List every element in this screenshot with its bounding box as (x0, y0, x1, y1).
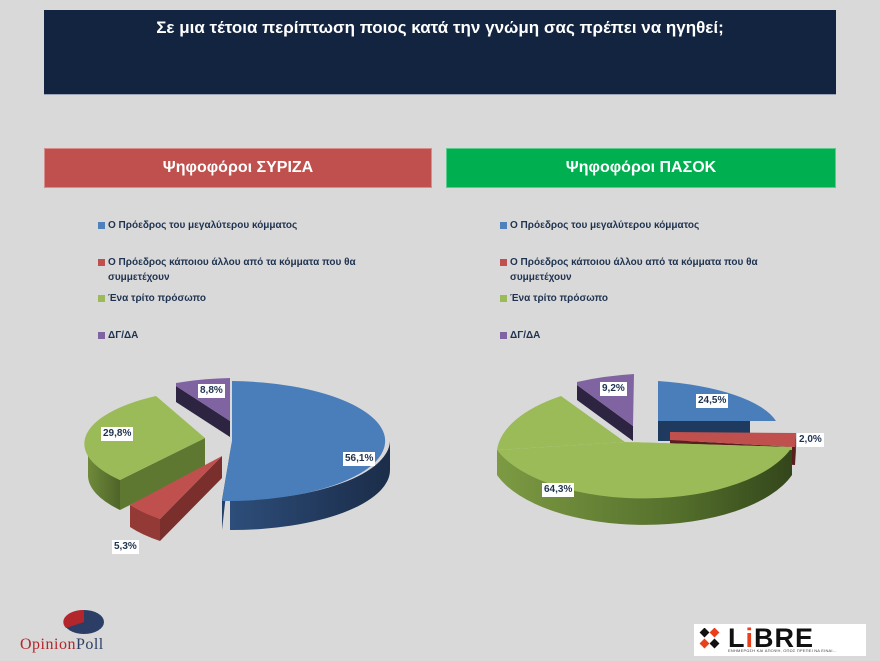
libre-wordmark: LiBRE (728, 623, 814, 654)
data-label-syriza-blue: 56,1% (343, 452, 376, 466)
panel-title-pasok: Ψηφοφόροι ΠΑΣΟΚ (565, 159, 717, 176)
panel-header-pasok: Ψηφοφόροι ΠΑΣΟΚ (446, 148, 836, 188)
logo-text-part: Poll (75, 636, 104, 653)
legend-swatch-red (500, 259, 507, 266)
legend-swatch-purple (98, 332, 105, 339)
panel-title-syriza: Ψηφοφόροι ΣΥΡΙΖΑ (162, 159, 314, 176)
legend-swatch-blue (98, 222, 105, 229)
slice-green (497, 396, 792, 525)
legend-swatch-purple (500, 332, 507, 339)
data-label-syriza-red: 5,3% (112, 540, 139, 554)
legend-item-other-party-leader: Ο Πρόεδρος κάποιου άλλου από τα κόμματα … (500, 255, 800, 285)
logo-text-part: L (728, 623, 746, 653)
logo-text-part: BRE (754, 623, 815, 653)
libre-logo: LiBRE ΕΝΗΜΕΡΩΣΗ ΚΑΙ ΑΠΟΨΗ, ΟΠΩΣ ΠΡΕΠΕΙ Ν… (694, 623, 866, 656)
legend-label: Ένα τρίτο πρόσωπο (510, 293, 608, 304)
legend-label: Ο Πρόεδρος του μεγαλύτερου κόμματος (510, 220, 700, 231)
data-label-pasok-blue: 24,5% (696, 394, 729, 408)
legend-label: ΔΓ/ΔΑ (510, 330, 541, 341)
pie-chart-pasok (497, 374, 796, 525)
legend-label: Ο Πρόεδρος κάποιου άλλου από τα κόμματα … (108, 257, 356, 283)
legend-item-largest-party-leader: Ο Πρόεδρος του μεγαλύτερου κόμματος (98, 218, 297, 233)
data-label-pasok-red: 2,0% (797, 433, 824, 447)
slice-green (84, 396, 205, 510)
logo-text-part: i (745, 623, 755, 653)
opinion-poll-logo-text: OpinionPoll (20, 636, 104, 654)
question-title: Σε μια τέτοια περίπτωση ποιος κατά την γ… (44, 10, 836, 94)
libre-logo-icon (699, 628, 720, 649)
libre-tagline: ΕΝΗΜΕΡΩΣΗ ΚΑΙ ΑΠΟΨΗ, ΟΠΩΣ ΠΡΕΠΕΙ ΝΑ ΕΙΝΑ… (728, 648, 837, 653)
opinion-poll-logo-icon (63, 609, 104, 634)
legend-label: Ένα τρίτο πρόσωπο (108, 293, 206, 304)
legend-label: Ο Πρόεδρος κάποιου άλλου από τα κόμματα … (510, 257, 758, 283)
panel-header-syriza: Ψηφοφόροι ΣΥΡΙΖΑ (44, 148, 432, 188)
data-label-pasok-green: 64,3% (542, 483, 575, 497)
legend-item-dk-na: ΔΓ/ΔΑ (500, 328, 540, 343)
legend-swatch-green (500, 295, 507, 302)
legend-item-third-person: Ένα τρίτο πρόσωπο (500, 291, 608, 306)
legend-item-dk-na: ΔΓ/ΔΑ (98, 328, 138, 343)
legend-label: ΔΓ/ΔΑ (108, 330, 139, 341)
data-label-syriza-purple: 8,8% (198, 384, 225, 398)
data-label-syriza-green: 29,8% (101, 427, 134, 441)
legend-swatch-blue (500, 222, 507, 229)
legend-item-other-party-leader: Ο Πρόεδρος κάποιου άλλου από τα κόμματα … (98, 255, 398, 285)
logo-text-part: Opinion (20, 636, 76, 653)
legend-label: Ο Πρόεδρος του μεγαλύτερου κόμματος (108, 220, 298, 231)
legend-swatch-green (98, 295, 105, 302)
legend-swatch-red (98, 259, 105, 266)
slice-blue (222, 381, 390, 531)
slice-red (130, 456, 222, 541)
legend-item-third-person: Ένα τρίτο πρόσωπο (98, 291, 206, 306)
legend-item-largest-party-leader: Ο Πρόεδρος του μεγαλύτερου κόμματος (500, 218, 699, 233)
data-label-pasok-purple: 9,2% (600, 382, 627, 396)
